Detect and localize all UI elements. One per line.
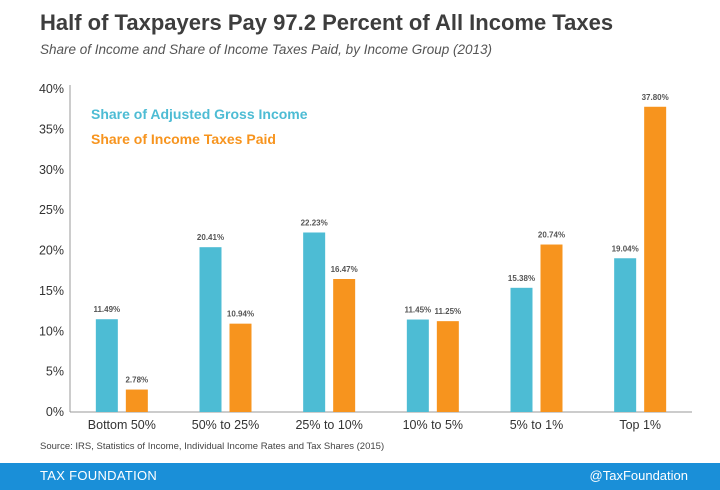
agi-bar (614, 258, 637, 412)
y-tick-label: 40% (39, 82, 64, 96)
data-label: 11.45% (404, 306, 431, 315)
agi-bar (510, 287, 533, 412)
data-label: 2.78% (125, 376, 148, 385)
bar-chart: 0% 5% 10% 15% 20% 25% 30% 35% 40% 11.49% 2.78% Bott… (39, 82, 692, 432)
x-tick-label: 50% to 25% (192, 418, 259, 432)
x-tick-label: Top 1% (619, 418, 661, 432)
x-tick-label: 10% to 5% (403, 418, 463, 432)
y-tick-label: 30% (39, 163, 64, 177)
agi-bar (303, 232, 326, 412)
y-tick-label: 15% (39, 284, 64, 298)
x-tick-label: 25% to 10% (295, 418, 362, 432)
agi-bar (95, 319, 118, 412)
footer-brand: TAX FOUNDATION (40, 468, 158, 483)
legend-entry: Share of Income Taxes Paid (91, 131, 276, 147)
y-tick-label: 25% (39, 203, 64, 217)
data-label: 16.47% (331, 265, 358, 274)
tax-bar (644, 106, 667, 412)
tax-bar (229, 323, 252, 412)
data-label: 20.41% (197, 233, 224, 242)
data-label: 37.80% (642, 93, 669, 102)
chart-subtitle: Share of Income and Share of Income Taxe… (40, 42, 493, 57)
footer-handle: @TaxFoundation (589, 468, 688, 483)
y-tick-label: 10% (39, 324, 64, 338)
source-note: Source: IRS, Statistics of Income, Indiv… (40, 441, 385, 452)
y-tick-label: 5% (46, 365, 64, 379)
data-label: 19.04% (612, 244, 639, 253)
agi-bar (406, 319, 429, 412)
legend-entry: Share of Adjusted Gross Income (91, 106, 308, 122)
data-label: 11.49% (93, 305, 120, 314)
data-label: 10.94% (227, 310, 254, 319)
agi-bar (199, 247, 222, 412)
y-tick-label: 35% (39, 122, 64, 136)
tax-bar (540, 244, 563, 412)
x-tick-label: 5% to 1% (510, 418, 564, 432)
chart-title: Half of Taxpayers Pay 97.2 Percent of Al… (40, 10, 614, 35)
y-tick-label: 20% (39, 244, 64, 258)
data-label: 20.74% (538, 231, 565, 240)
data-label: 22.23% (301, 218, 328, 227)
x-tick-label: Bottom 50% (88, 418, 156, 432)
data-label: 15.38% (508, 274, 535, 283)
tax-bar (333, 279, 356, 412)
tax-bar (125, 389, 148, 412)
data-label: 11.25% (434, 307, 461, 316)
y-tick-label: 0% (46, 405, 64, 419)
tax-bar (436, 321, 459, 412)
footer-bar: TAX FOUNDATION @TaxFoundation (0, 463, 720, 490)
